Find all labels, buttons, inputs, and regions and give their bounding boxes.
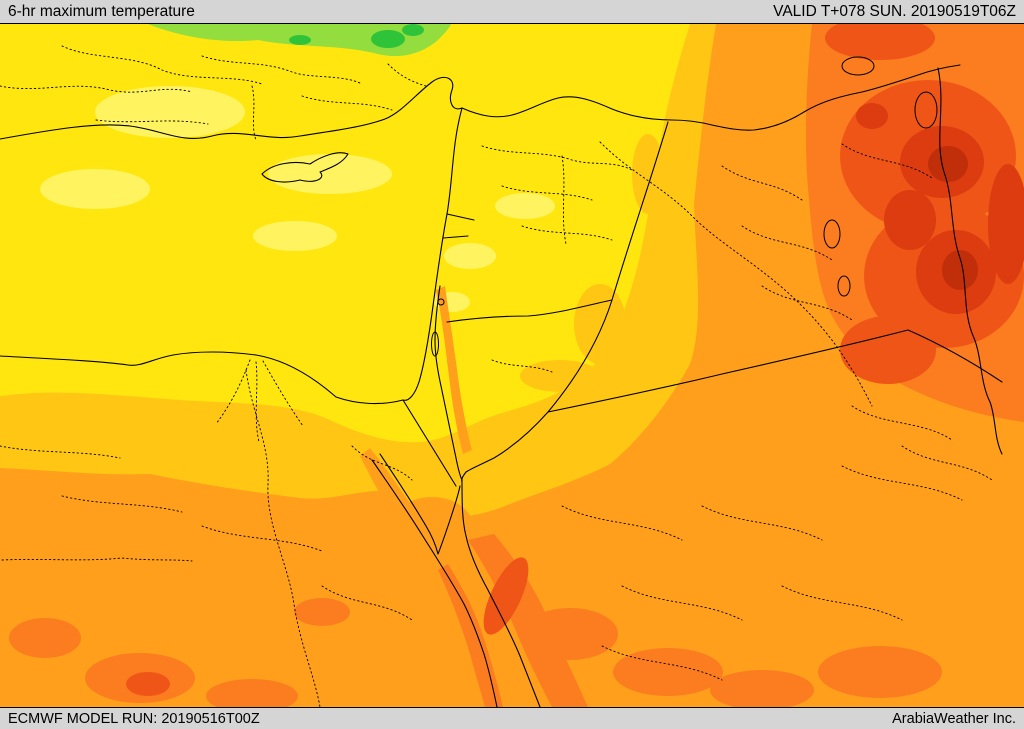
temperature-map-svg (0, 24, 1024, 707)
border-jordan-syria (446, 299, 613, 323)
map-area (0, 24, 1024, 707)
temp-layer-dark-red (928, 146, 978, 290)
footer-bar: ECMWF MODEL RUN: 20190516T00Z ArabiaWeat… (0, 707, 1024, 729)
coastline-cyprus (261, 152, 349, 183)
coastline-levant (402, 107, 463, 401)
valid-time-label: VALID T+078 SUN. 20190519T06Z (773, 2, 1016, 20)
map-title: 6-hr maximum temperature (8, 2, 195, 20)
coastline-red-sea-west (371, 459, 498, 707)
model-run-label: ECMWF MODEL RUN: 20190516T00Z (8, 710, 260, 727)
temp-strip-jordan-valley (436, 286, 472, 454)
border-turkey-south (461, 64, 961, 131)
dead-sea (431, 331, 439, 357)
admin-boundaries (0, 45, 993, 707)
attribution-label: ArabiaWeather Inc. (892, 710, 1016, 727)
coastline-gulf-aqaba-east (461, 479, 541, 707)
border-jordan-valley (434, 285, 463, 481)
temp-strip-red-sea-west (438, 564, 503, 707)
temp-green-cores (289, 24, 424, 48)
header-bar: 6-hr maximum temperature VALID T+078 SUN… (0, 0, 1024, 24)
border-jordan-iraq (547, 299, 613, 413)
temp-layer-orange (0, 24, 1024, 707)
border-saudi-iraq (547, 329, 1003, 413)
temp-deep-orange-patches (9, 598, 942, 707)
temp-strip-red-sea-east (468, 534, 588, 707)
coastline-egypt-north (0, 351, 404, 405)
sea-of-galilee (437, 298, 445, 306)
lake-outlines (823, 56, 938, 297)
border-syria-iraq (611, 121, 669, 301)
coastline-sinai (379, 453, 461, 555)
temp-blob-sinai-south (390, 497, 474, 561)
border-egypt-israel (402, 399, 457, 487)
border-iran-iraq (937, 67, 1003, 455)
border-lebanon (442, 213, 475, 239)
border-jordan-saudi (461, 411, 549, 483)
coastline-turkey-south (0, 76, 463, 140)
